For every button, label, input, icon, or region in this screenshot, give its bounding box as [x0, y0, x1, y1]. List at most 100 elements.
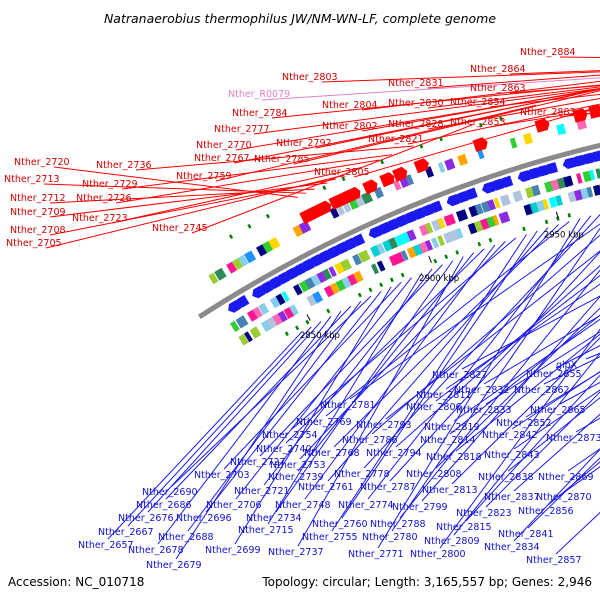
- cog-feature: [394, 251, 405, 264]
- forward-label-leader: [407, 103, 600, 145]
- reverse-label-leader: [389, 251, 600, 482]
- forward-label-leader: [321, 71, 600, 83]
- reverse-label-leader: [171, 295, 372, 487]
- cog-feature: [586, 186, 594, 198]
- kbp-tick-label: 2850 kbp: [300, 331, 340, 341]
- cog-feature: [361, 191, 374, 205]
- reverse-gene-label: Nther_2818: [426, 452, 482, 463]
- reverse-gene-label: Nther_2703: [194, 470, 250, 481]
- cog-feature: [455, 209, 469, 222]
- forward-gene-arrow: [413, 158, 429, 174]
- forward-label-leader: [427, 74, 600, 89]
- forward-gene-label: Nther_2883: [520, 107, 576, 118]
- cog-feature: [425, 222, 434, 234]
- gc-marker: [295, 325, 300, 331]
- cog-feature: [306, 294, 318, 307]
- cog-feature: [512, 190, 524, 203]
- forward-label-leader: [253, 87, 600, 135]
- forward-label-leader: [509, 85, 600, 94]
- forward-gene-arrow: [392, 166, 408, 182]
- cog-feature: [437, 162, 446, 173]
- cog-feature: [353, 270, 364, 283]
- gc-marker: [357, 292, 362, 298]
- reverse-label-leader: [513, 389, 600, 450]
- reverse-label-leader: [107, 331, 302, 540]
- reverse-gene-label: Nther_2721: [234, 486, 290, 497]
- gc-marker: [368, 287, 373, 293]
- reverse-label-leader: [421, 295, 600, 502]
- cog-feature: [246, 309, 259, 322]
- cog-feature: [252, 306, 263, 319]
- reverse-label-leader: [325, 221, 570, 417]
- gc-marker: [341, 176, 346, 182]
- reverse-label-leader: [304, 244, 496, 500]
- gc-marker: [305, 319, 310, 325]
- cog-feature: [474, 203, 484, 215]
- reverse-gene-label: Nther_2799: [392, 502, 448, 513]
- forward-gene-label: Nther_2759: [176, 171, 232, 182]
- forward-label-leader: [315, 88, 600, 149]
- forward-label-leader: [489, 93, 600, 108]
- cog-feature: [322, 268, 332, 281]
- reverse-gene-label: Nther_2800: [410, 549, 466, 560]
- gc-marker: [567, 213, 571, 218]
- forward-label-leader: [191, 124, 474, 234]
- forward-label-leader: [49, 188, 315, 204]
- cog-feature: [522, 132, 534, 145]
- reverse-label-leader: [485, 391, 600, 508]
- cog-feature: [498, 211, 511, 224]
- reverse-label-leader: [327, 227, 549, 482]
- gc-marker: [455, 250, 460, 255]
- forward-gene-label: Nther_2723: [72, 213, 128, 224]
- cog-feature: [244, 250, 257, 264]
- cog-feature: [352, 253, 362, 266]
- gc-marker: [433, 258, 438, 264]
- cog-feature: [316, 271, 327, 284]
- backbone-arc: [197, 142, 600, 319]
- reverse-label-leader: [299, 241, 506, 460]
- cog-feature: [340, 258, 352, 272]
- reverse-label-leader: [483, 314, 600, 385]
- reverse-label-leader: [449, 314, 600, 435]
- reverse-label-leader: [127, 326, 312, 527]
- cog-feature: [277, 310, 288, 323]
- cog-feature: [258, 302, 270, 315]
- cog-feature: [323, 284, 336, 298]
- cog-feature: [229, 320, 240, 332]
- forward-label-leader: [361, 80, 600, 111]
- cog-feature: [238, 254, 249, 267]
- cog-feature: [235, 315, 249, 329]
- forward-gene-label: Nther_2708: [10, 225, 66, 236]
- reverse-label-leader: [333, 224, 559, 448]
- cog-feature: [341, 276, 352, 289]
- cog-feature: [249, 326, 262, 339]
- cog-feature: [556, 123, 567, 136]
- reverse-label-leader: [297, 252, 475, 472]
- reverse-gene-label: Nther_2811: [416, 390, 472, 401]
- reverse-label-leader: [367, 215, 592, 500]
- reverse-gene-label: Nther_2679: [146, 560, 202, 571]
- reverse-gene-label: Nther_2774: [338, 500, 394, 511]
- reverse-gene-label: Nther_2855: [526, 369, 582, 380]
- forward-label-leader: [427, 97, 600, 130]
- reverse-gene-label: Nther_2787: [360, 482, 416, 493]
- reverse-gene-arrow: [589, 150, 600, 162]
- reverse-gene-label: Nther_2761: [298, 482, 354, 493]
- cog-feature: [226, 261, 237, 274]
- map-title: Natranaerobius thermophilus JW/NM-WN-LF,…: [104, 11, 496, 26]
- gc-marker: [400, 272, 405, 278]
- reverse-label-leader: [511, 371, 600, 430]
- reverse-gene-label: Nther_2842: [482, 430, 538, 441]
- forward-label-leader: [353, 105, 600, 178]
- kbp-tick: [306, 314, 311, 321]
- forward-gene-label: Nther_2804: [322, 100, 378, 111]
- reverse-label-leader: [527, 457, 600, 529]
- kbp-tick-label: 2950 kbp: [544, 231, 584, 241]
- cog-feature: [370, 263, 380, 275]
- reverse-gene-label: Nther_2834: [484, 542, 540, 553]
- cog-feature: [492, 214, 500, 226]
- cog-feature: [376, 260, 386, 272]
- reverse-gene-label: Nther_2838: [478, 472, 534, 483]
- cog-feature: [406, 229, 417, 242]
